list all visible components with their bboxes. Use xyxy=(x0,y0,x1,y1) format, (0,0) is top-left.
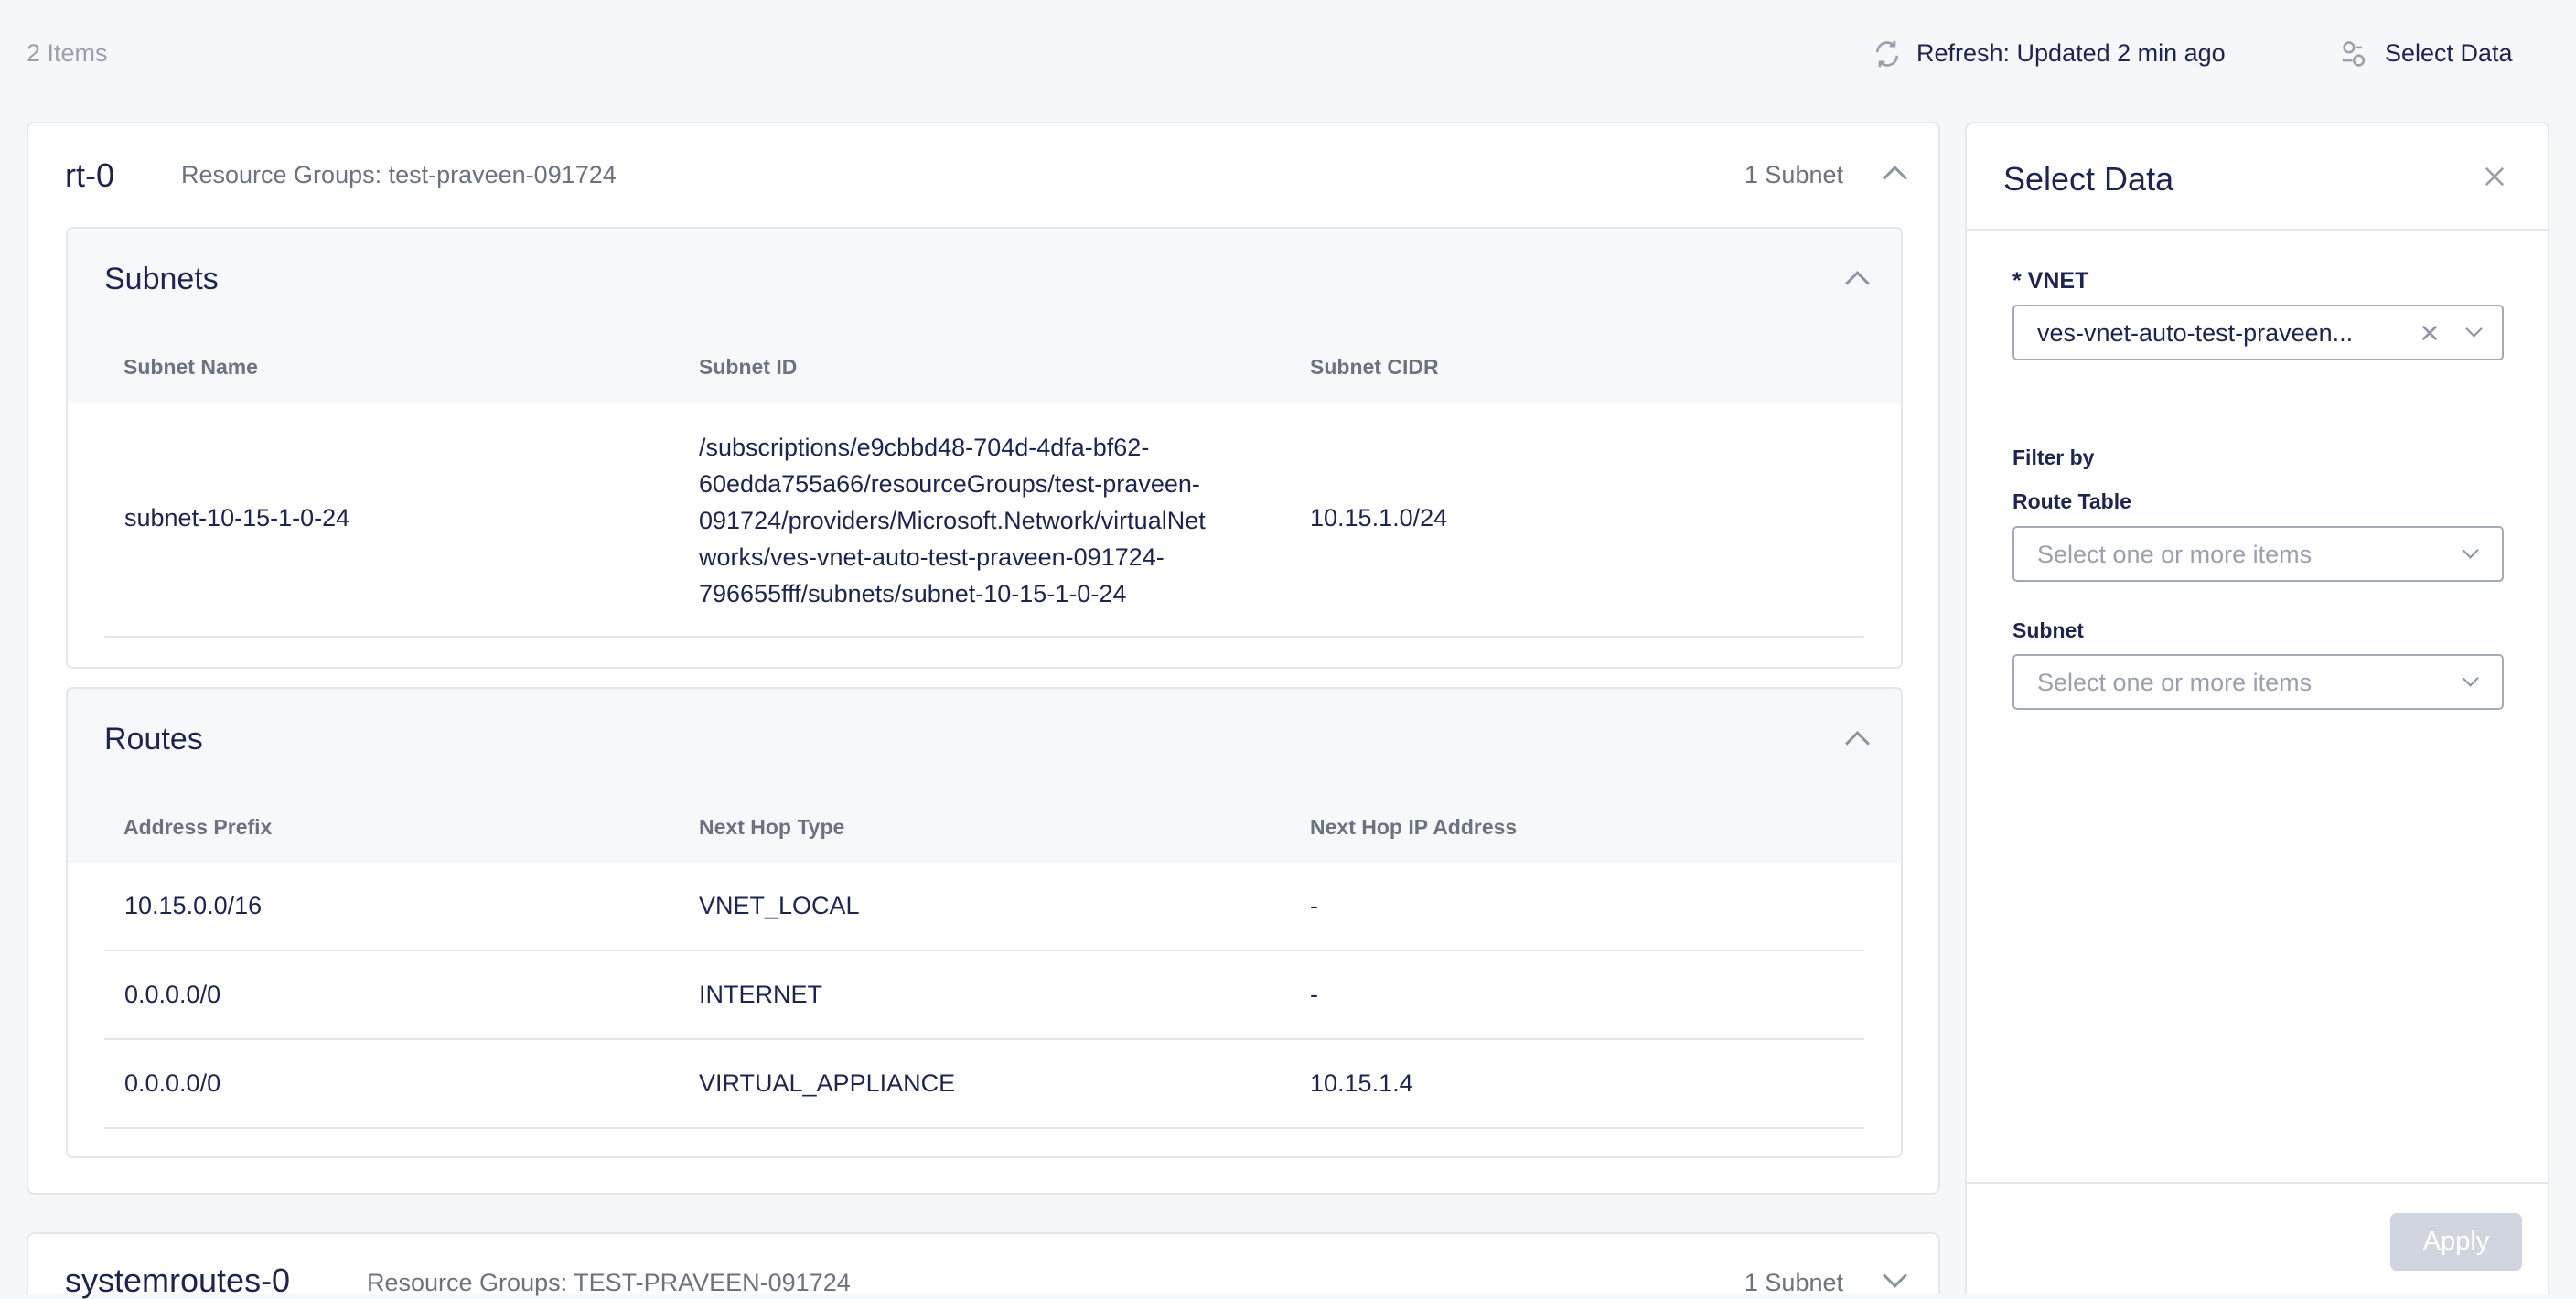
card-header[interactable]: rt-0 Resource Groups: test-praveen-09172… xyxy=(28,123,1938,225)
filter-by-label: Filter by xyxy=(2012,446,2095,469)
vnet-value: ves-vnet-auto-test-praveen... xyxy=(2037,319,2354,347)
route-table-name: rt-0 xyxy=(65,156,114,194)
subnets-table-header: Subnet Name Subnet ID Subnet CIDR xyxy=(68,332,1901,403)
footer-divider xyxy=(1967,1182,2548,1184)
chevron-up-icon[interactable] xyxy=(1845,731,1870,756)
chevron-up-icon[interactable] xyxy=(1845,271,1870,295)
table-row: 10.15.0.0/16 VNET_LOCAL - xyxy=(104,863,1864,951)
table-row: subnet-10-15-1-0-24 /subscriptions/e9cbb… xyxy=(104,403,1864,638)
close-icon[interactable] xyxy=(2485,166,2505,187)
route-table-name: systemroutes-0 xyxy=(65,1261,291,1299)
chevron-down-icon xyxy=(2462,670,2479,687)
resource-group: Resource Groups: test-praveen-091724 xyxy=(181,161,617,188)
next-hop-type: VIRTUAL_APPLIANCE xyxy=(699,1069,956,1097)
subnet-label: Subnet xyxy=(2012,618,2084,642)
clear-icon[interactable] xyxy=(2421,325,2438,341)
subnets-header[interactable]: Subnets xyxy=(68,229,1901,334)
subnet-id-line: /subscriptions/e9cbbd48-704d-4dfa-bf62- xyxy=(699,434,1150,461)
next-hop-type: VNET_LOCAL xyxy=(699,892,860,919)
routes-table-header: Address Prefix Next Hop Type Next Hop IP… xyxy=(68,792,1901,863)
resource-group: Resource Groups: TEST-PRAVEEN-091724 xyxy=(367,1269,851,1296)
route-table-select[interactable]: Select one or more items xyxy=(2012,526,2504,582)
routes-header[interactable]: Routes xyxy=(68,689,1901,794)
chevron-down-icon xyxy=(2465,320,2483,338)
vnet-label: * VNET xyxy=(2012,268,2089,294)
address-prefix: 0.0.0.0/0 xyxy=(124,981,221,1008)
subnets-title: Subnets xyxy=(104,262,219,296)
routes-section: Routes Address Prefix Next Hop Type Next… xyxy=(66,687,1903,1158)
route-table-card: systemroutes-0 Resource Groups: TEST-PRA… xyxy=(27,1232,1940,1299)
sliders-icon xyxy=(2342,41,2366,67)
vnet-select[interactable]: ves-vnet-auto-test-praveen... xyxy=(2012,305,2504,360)
refresh-button[interactable]: Refresh: Updated 2 min ago xyxy=(1873,38,2266,70)
subnet-id-line: 60edda755a66/resourceGroups/test-praveen… xyxy=(699,470,1200,498)
subnet-name: subnet-10-15-1-0-24 xyxy=(124,504,350,531)
select-data-panel: Select Data * VNET ves-vnet-auto-test-pr… xyxy=(1965,122,2549,1294)
table-row: 0.0.0.0/0 INTERNET - xyxy=(104,951,1864,1040)
subnet-id-line: 796655fff/subnets/subnet-10-15-1-0-24 xyxy=(699,580,1127,607)
column-header: Subnet Name xyxy=(123,355,258,379)
route-table-placeholder: Select one or more items xyxy=(2037,541,2313,568)
subnet-placeholder: Select one or more items xyxy=(2037,669,2313,696)
next-hop-ip: 10.15.1.4 xyxy=(1310,1069,1413,1097)
item-count: 2 Items xyxy=(27,39,108,67)
subnet-id: /subscriptions/e9cbbd48-704d-4dfa-bf62- … xyxy=(699,429,1206,612)
column-header: Subnet CIDR xyxy=(1310,355,1439,379)
select-data-button[interactable]: Select Data xyxy=(2339,38,2528,70)
route-table-label: Route Table xyxy=(2012,489,2131,513)
next-hop-type: INTERNET xyxy=(699,981,822,1008)
next-hop-ip: - xyxy=(1310,981,1318,1008)
address-prefix: 0.0.0.0/0 xyxy=(124,1069,221,1097)
refresh-label: Refresh: Updated 2 min ago xyxy=(1916,39,2226,67)
select-data-label: Select Data xyxy=(2385,39,2513,67)
column-header: Next Hop IP Address xyxy=(1310,815,1518,839)
column-header: Next Hop Type xyxy=(699,815,845,839)
card-header[interactable]: systemroutes-0 Resource Groups: TEST-PRA… xyxy=(28,1234,1938,1299)
subnet-id-line: works/ves-vnet-auto-test-praveen-091724- xyxy=(699,543,1165,571)
chevron-down-icon[interactable] xyxy=(1883,1263,1907,1288)
panel-title: Select Data xyxy=(2003,160,2174,198)
subnet-count: 1 Subnet xyxy=(1744,1269,1843,1296)
subnet-id-line: 091724/providers/Microsoft.Network/virtu… xyxy=(699,507,1206,534)
subnet-cidr: 10.15.1.0/24 xyxy=(1310,504,1448,531)
chevron-up-icon[interactable] xyxy=(1883,166,1907,190)
routes-title: Routes xyxy=(104,722,203,757)
subnet-count: 1 Subnet xyxy=(1744,161,1843,188)
divider xyxy=(1967,229,2548,231)
apply-button[interactable]: Apply xyxy=(2390,1213,2522,1271)
chevron-down-icon xyxy=(2462,542,2479,559)
column-header: Subnet ID xyxy=(699,355,798,379)
subnets-section: Subnets Subnet Name Subnet ID Subnet CID… xyxy=(66,227,1903,669)
column-header: Address Prefix xyxy=(123,815,273,839)
route-table-card: rt-0 Resource Groups: test-praveen-09172… xyxy=(27,122,1940,1195)
refresh-icon xyxy=(1875,40,1899,68)
table-row: 0.0.0.0/0 VIRTUAL_APPLIANCE 10.15.1.4 xyxy=(104,1040,1864,1129)
next-hop-ip: - xyxy=(1310,892,1318,919)
address-prefix: 10.15.0.0/16 xyxy=(124,892,263,919)
subnet-select[interactable]: Select one or more items xyxy=(2012,654,2504,710)
